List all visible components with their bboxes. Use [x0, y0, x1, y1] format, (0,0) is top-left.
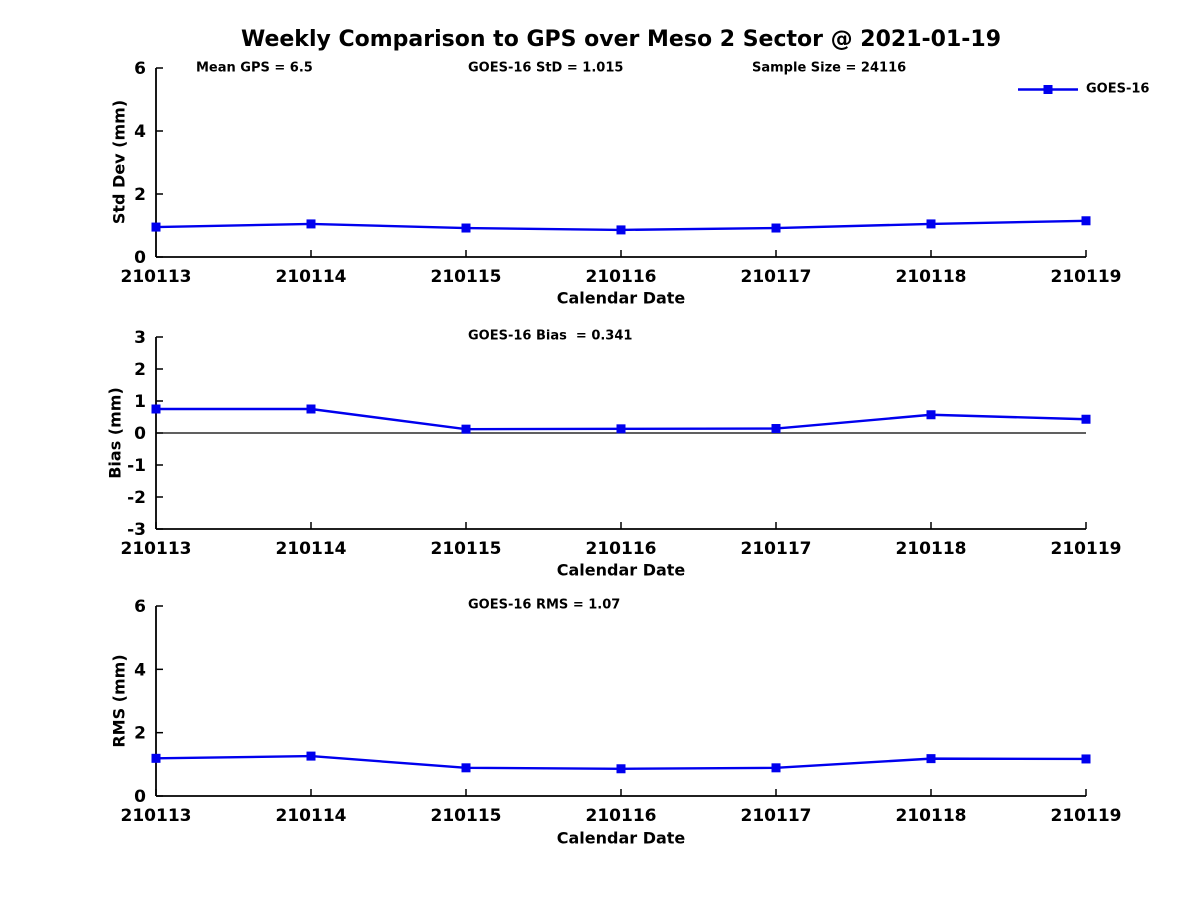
- x-tick-label: 210119: [1051, 267, 1122, 287]
- data-point-marker: [461, 424, 471, 434]
- figure-title: Weekly Comparison to GPS over Meso 2 Sec…: [240, 27, 1002, 52]
- y-tick-label: -3: [127, 520, 146, 540]
- x-tick-label: 210116: [586, 539, 657, 559]
- y-tick-label: 0: [134, 248, 146, 268]
- y-tick-label: 2: [134, 360, 146, 380]
- data-point-marker: [151, 404, 161, 414]
- x-tick-label: 210118: [896, 267, 967, 287]
- x-tick-label: 210113: [121, 267, 192, 287]
- legend: GOES-16: [1017, 82, 1149, 97]
- data-point-marker: [771, 223, 781, 233]
- data-point-marker: [616, 225, 626, 235]
- data-point-marker: [771, 763, 781, 773]
- x-tick-label: 210117: [741, 806, 812, 826]
- annotation-goes16-rms: GOES-16 RMS = 1.07: [468, 597, 621, 613]
- x-tick-label: 210118: [896, 806, 967, 826]
- x-axis-label-1: Calendar Date: [556, 288, 686, 308]
- annotation-mean-gps: Mean GPS = 6.5: [196, 60, 313, 76]
- y-tick-label: -1: [127, 456, 146, 476]
- legend-square-marker-icon: [1043, 84, 1053, 94]
- annotation-sample-size: Sample Size = 24116: [752, 60, 907, 76]
- data-point-marker: [926, 754, 936, 764]
- y-tick-label: 1: [134, 392, 146, 412]
- y-axis-label-bias: Bias (mm): [105, 387, 125, 479]
- data-point-marker: [1081, 414, 1091, 424]
- y-tick-label: 6: [134, 59, 146, 79]
- data-point-marker: [616, 424, 626, 434]
- y-tick-label: 0: [134, 424, 146, 444]
- x-tick-label: 210115: [431, 267, 502, 287]
- data-point-marker: [461, 223, 471, 233]
- y-tick-label: 0: [134, 787, 146, 807]
- x-tick-label: 210115: [431, 539, 502, 559]
- data-point-marker: [151, 222, 161, 232]
- x-tick-label: 210116: [586, 806, 657, 826]
- x-tick-label: 210117: [741, 539, 812, 559]
- x-axis-label-3: Calendar Date: [556, 828, 686, 848]
- y-tick-label: 3: [134, 328, 146, 348]
- annotation-goes16-std: GOES-16 StD = 1.015: [468, 60, 624, 76]
- x-tick-label: 210113: [121, 806, 192, 826]
- y-tick-label: 6: [134, 597, 146, 617]
- data-point-marker: [151, 753, 161, 763]
- y-tick-label: 4: [134, 660, 146, 680]
- data-point-marker: [771, 424, 781, 434]
- x-tick-label: 210117: [741, 267, 812, 287]
- data-point-marker: [926, 410, 936, 420]
- x-tick-label: 210119: [1051, 539, 1122, 559]
- y-axis-label-stddev: Std Dev (mm): [109, 99, 129, 225]
- data-point-marker: [461, 763, 471, 773]
- y-tick-label: 2: [134, 185, 146, 205]
- x-tick-label: 210114: [276, 267, 347, 287]
- y-tick-label: -2: [127, 488, 146, 508]
- y-tick-label: 4: [134, 122, 146, 142]
- data-point-marker: [1081, 216, 1091, 226]
- data-point-marker: [306, 219, 316, 229]
- x-tick-label: 210115: [431, 806, 502, 826]
- annotation-goes16-bias: GOES-16 Bias = 0.341: [468, 328, 633, 344]
- data-point-marker: [1081, 754, 1091, 764]
- legend-series-label: GOES-16: [1086, 81, 1150, 97]
- data-point-marker: [616, 764, 626, 774]
- x-tick-label: 210114: [276, 806, 347, 826]
- x-tick-label: 210113: [121, 539, 192, 559]
- y-tick-label: 2: [134, 724, 146, 744]
- data-point-marker: [926, 219, 936, 229]
- x-tick-label: 210118: [896, 539, 967, 559]
- data-point-marker: [306, 404, 316, 414]
- y-axis-label-rms: RMS (mm): [109, 654, 129, 748]
- x-tick-label: 210116: [586, 267, 657, 287]
- x-axis-label-2: Calendar Date: [556, 560, 686, 580]
- x-tick-label: 210114: [276, 539, 347, 559]
- x-tick-label: 210119: [1051, 806, 1122, 826]
- legend-line-swatch: [1018, 84, 1078, 94]
- data-point-marker: [306, 751, 316, 761]
